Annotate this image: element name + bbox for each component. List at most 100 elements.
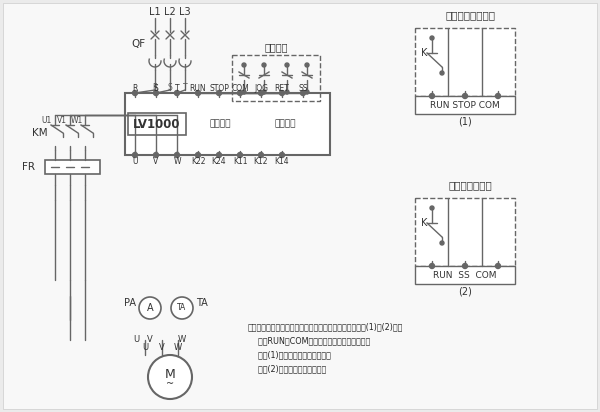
Text: T: T — [182, 82, 187, 91]
Text: V: V — [159, 344, 165, 353]
Circle shape — [259, 91, 263, 96]
Text: W: W — [173, 157, 181, 166]
Text: K: K — [421, 48, 427, 58]
Circle shape — [242, 63, 246, 67]
Circle shape — [305, 63, 309, 67]
Text: L1: L1 — [149, 7, 161, 17]
Text: STOP: STOP — [209, 84, 229, 93]
Text: U: U — [132, 157, 138, 166]
Text: U: U — [142, 344, 148, 353]
Text: U1: U1 — [42, 115, 52, 124]
Text: (1): (1) — [458, 116, 472, 126]
Circle shape — [496, 264, 500, 269]
Circle shape — [463, 94, 467, 98]
Text: K14: K14 — [275, 157, 289, 166]
Bar — [415, 28, 515, 96]
Text: 三线控制: 三线控制 — [264, 42, 288, 52]
Text: W: W — [174, 344, 182, 353]
Circle shape — [259, 152, 263, 157]
Text: ~: ~ — [166, 379, 174, 389]
Circle shape — [262, 90, 266, 94]
Circle shape — [285, 63, 289, 67]
Text: JOG: JOG — [254, 84, 268, 93]
Text: 按图(2)接线，停车为软停车。: 按图(2)接线，停车为软停车。 — [248, 364, 326, 373]
Text: K11: K11 — [233, 157, 247, 166]
Circle shape — [285, 90, 289, 94]
Bar — [415, 198, 515, 266]
Text: K: K — [421, 218, 427, 228]
Text: 利用RUN和COM的闭合和断开来控制起、停。: 利用RUN和COM的闭合和断开来控制起、停。 — [248, 336, 370, 345]
Text: W1: W1 — [71, 115, 83, 124]
Circle shape — [217, 91, 221, 96]
Circle shape — [148, 355, 192, 399]
Bar — [415, 266, 515, 284]
Text: FR: FR — [22, 162, 35, 172]
Circle shape — [133, 152, 137, 157]
Text: L2: L2 — [164, 7, 176, 17]
Text: T: T — [175, 84, 179, 93]
Circle shape — [217, 152, 221, 157]
Text: K22: K22 — [191, 157, 205, 166]
Text: KM: KM — [32, 128, 48, 138]
Bar — [232, 55, 320, 101]
Circle shape — [430, 206, 434, 210]
Circle shape — [242, 90, 246, 94]
Text: (2): (2) — [458, 286, 472, 296]
Circle shape — [440, 241, 444, 245]
Circle shape — [496, 94, 500, 98]
Text: V: V — [154, 157, 158, 166]
Circle shape — [196, 91, 200, 96]
Bar — [45, 160, 100, 174]
Text: TA: TA — [196, 298, 208, 308]
Text: LV1000: LV1000 — [133, 117, 181, 131]
Circle shape — [440, 71, 444, 75]
Text: COM: COM — [231, 84, 249, 93]
Text: 按图(1)接线，停车为自由停车；: 按图(1)接线，停车为自由停车； — [248, 350, 331, 359]
Text: RUN: RUN — [190, 84, 206, 93]
Circle shape — [238, 152, 242, 157]
Text: QF: QF — [131, 39, 145, 49]
Text: M: M — [164, 368, 175, 381]
Text: S: S — [154, 84, 158, 93]
Text: A: A — [146, 303, 154, 313]
Text: K24: K24 — [212, 157, 226, 166]
Circle shape — [301, 91, 305, 96]
Circle shape — [175, 91, 179, 96]
Circle shape — [133, 91, 137, 96]
Circle shape — [280, 152, 284, 157]
Text: TA: TA — [178, 304, 187, 312]
Text: R: R — [133, 84, 137, 93]
Circle shape — [463, 264, 467, 269]
Text: 故障输出: 故障输出 — [274, 119, 296, 129]
Bar — [128, 113, 186, 135]
Circle shape — [430, 94, 434, 98]
Circle shape — [430, 264, 434, 269]
Circle shape — [238, 91, 242, 96]
Circle shape — [154, 91, 158, 96]
Text: 注：软启动器的外控起动、停止也可采用二线控制【见图(1)和(2)】，: 注：软启动器的外控起动、停止也可采用二线控制【见图(1)和(2)】， — [248, 322, 403, 331]
Circle shape — [430, 36, 434, 40]
Circle shape — [154, 152, 158, 157]
Text: V1: V1 — [57, 115, 67, 124]
Text: S: S — [167, 82, 172, 91]
Text: K12: K12 — [254, 157, 268, 166]
Text: RUN STOP COM: RUN STOP COM — [430, 101, 500, 110]
Text: 旁路控制: 旁路控制 — [209, 119, 231, 129]
Text: 二线控制软停车: 二线控制软停车 — [448, 180, 492, 190]
Circle shape — [139, 297, 161, 319]
Text: V: V — [147, 335, 153, 344]
Circle shape — [175, 152, 179, 157]
Text: R: R — [152, 82, 158, 91]
Bar — [125, 93, 330, 155]
Text: PA: PA — [124, 298, 136, 308]
Text: SS: SS — [298, 84, 308, 93]
Circle shape — [196, 152, 200, 157]
Text: 二线控制自由停车: 二线控制自由停车 — [445, 10, 495, 20]
Text: L3: L3 — [179, 7, 191, 17]
Text: W: W — [178, 335, 186, 344]
Circle shape — [305, 90, 309, 94]
Text: U: U — [133, 335, 139, 344]
Circle shape — [280, 91, 284, 96]
Circle shape — [262, 63, 266, 67]
Text: RET: RET — [275, 84, 289, 93]
